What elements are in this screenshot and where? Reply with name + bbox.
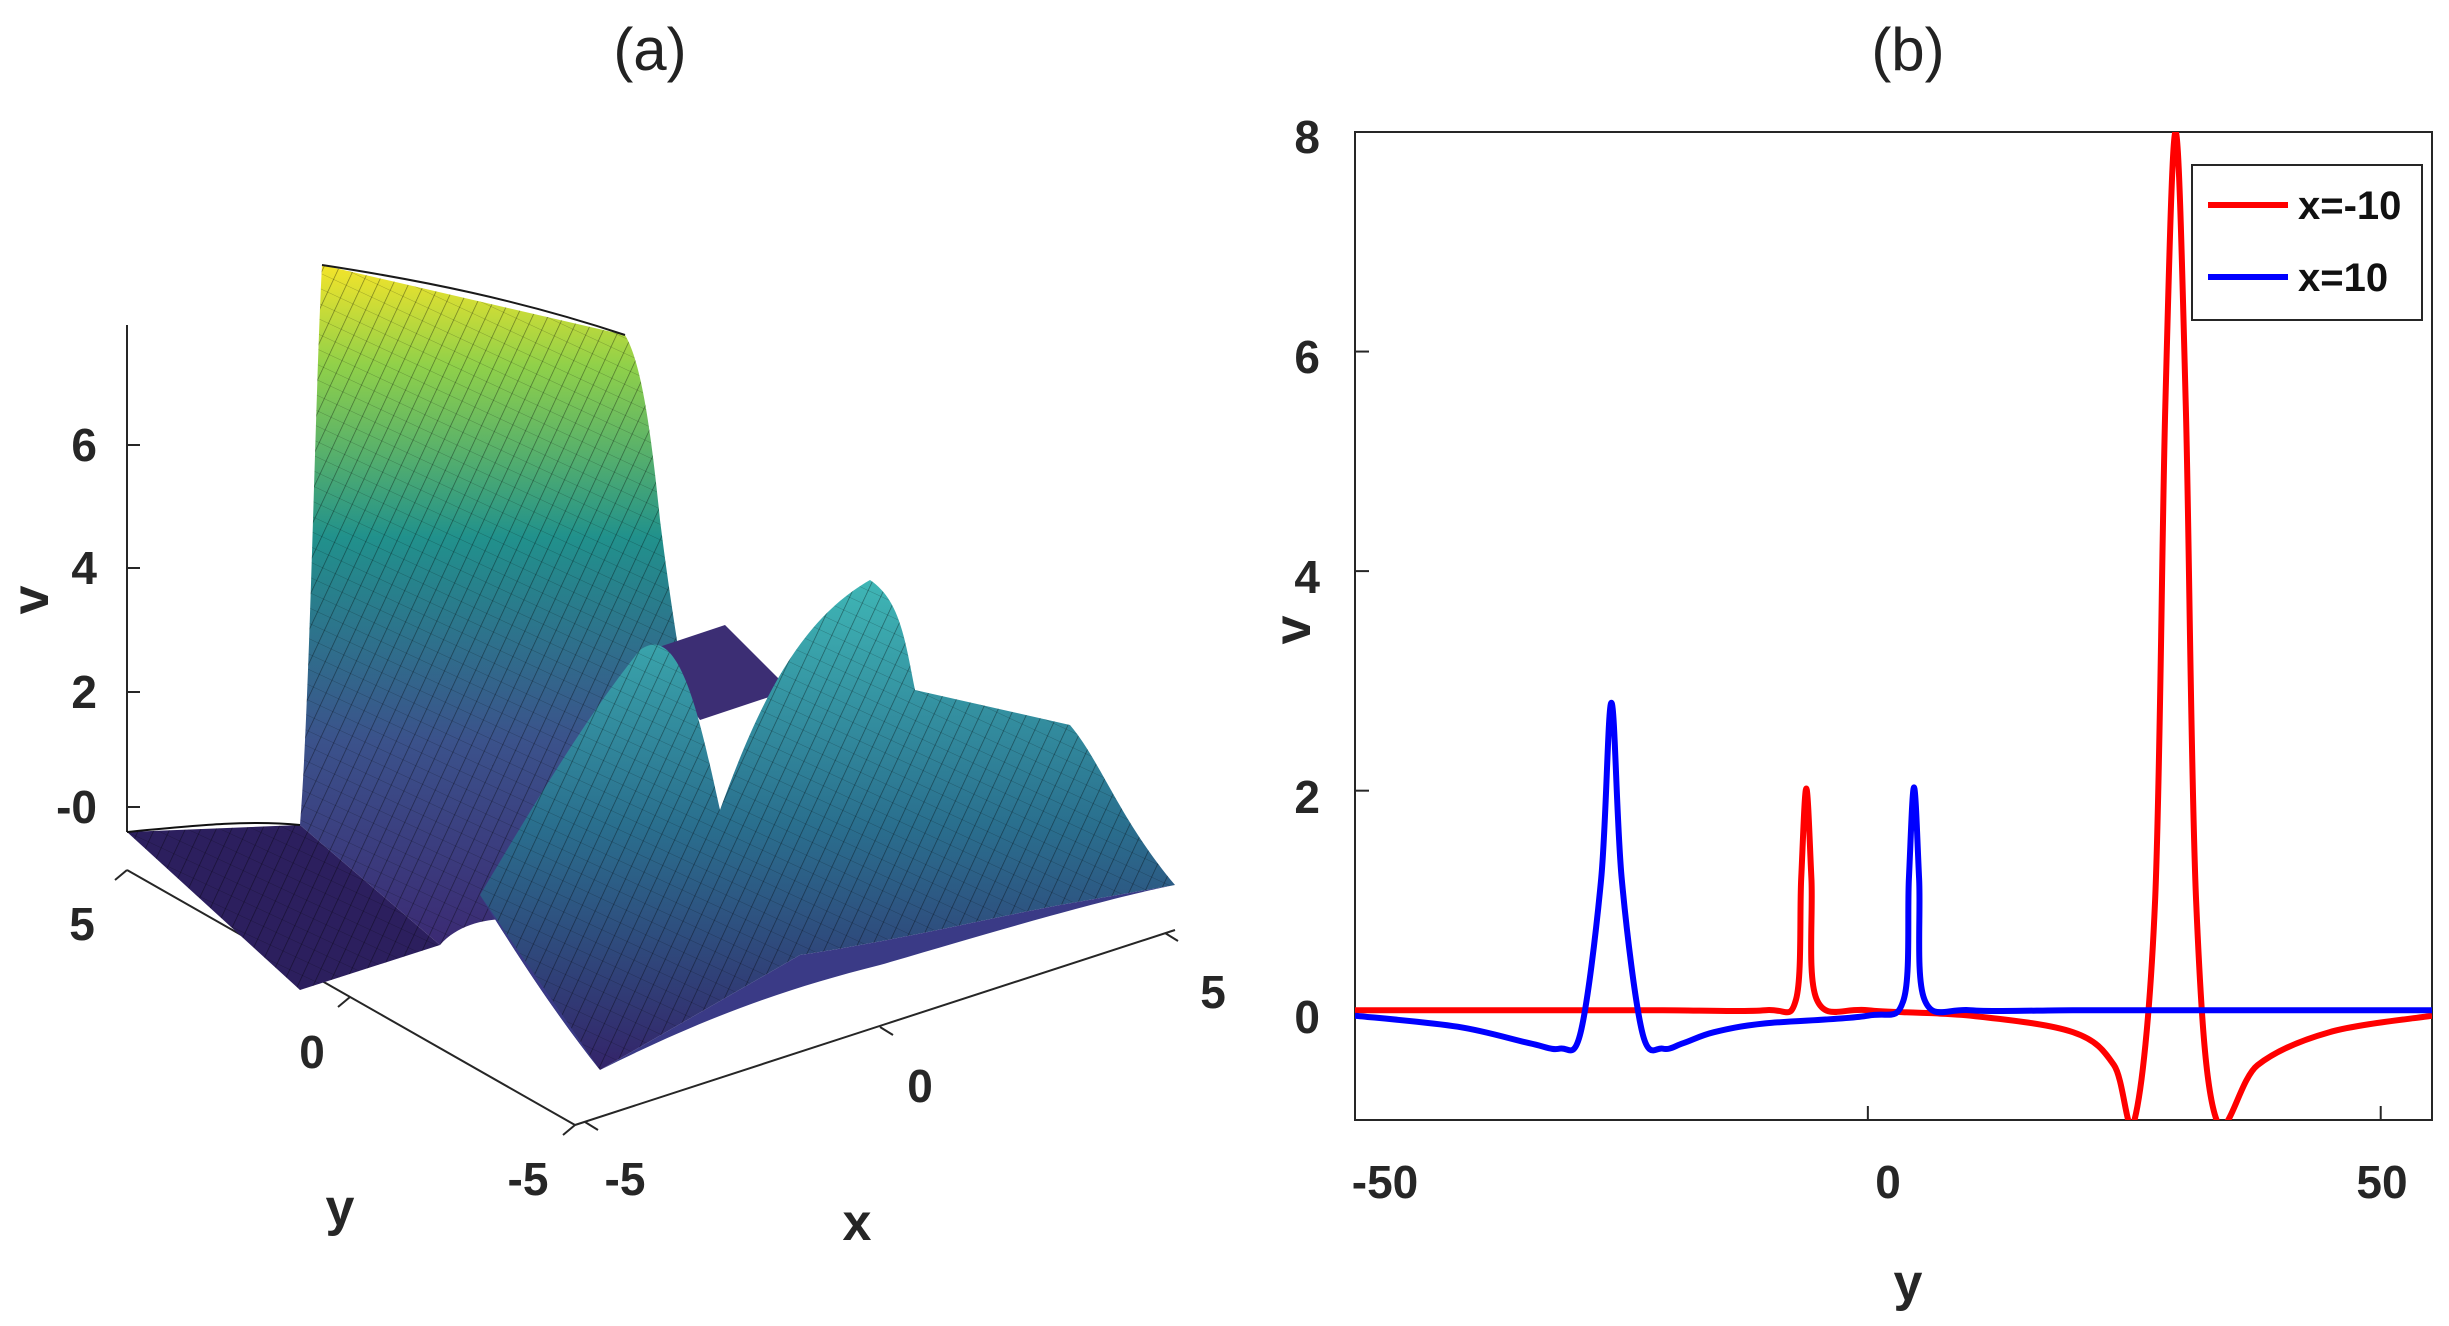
series-line-x-10 xyxy=(1355,699,2432,1054)
x-axis-label: x xyxy=(843,1194,872,1252)
b-x-tick-50: 50 xyxy=(2356,1156,2407,1208)
x-tick-5: 5 xyxy=(1200,966,1226,1018)
x-tick-neg5: -5 xyxy=(605,1153,646,1205)
y-tick-0: 0 xyxy=(299,1026,325,1078)
x-axis-line xyxy=(574,929,1176,1126)
surface-wall-crest xyxy=(321,264,626,336)
y-tick-neg5: -5 xyxy=(508,1153,549,1205)
legend-label-x-neg10: x=-10 xyxy=(2298,184,2401,228)
z-axis-label: v xyxy=(2,585,60,614)
panel-a-axes xyxy=(114,325,1179,1136)
b-y-axis-label: v xyxy=(1264,615,1322,644)
x-tick-0: 0 xyxy=(907,1060,933,1112)
z-tick-6: 6 xyxy=(71,419,97,471)
z-tick-2: 2 xyxy=(71,666,97,718)
z-tick-0: -0 xyxy=(56,781,97,833)
panel-a: (a) xyxy=(2,16,1226,1252)
surface-front-ridge-mesh xyxy=(480,580,1175,1070)
series-line-x-neg10 xyxy=(1355,132,2432,1120)
b-x-tick-neg50: -50 xyxy=(1352,1156,1418,1208)
surface-left-edge xyxy=(126,821,301,833)
b-x-tick-0: 0 xyxy=(1875,1156,1901,1208)
b-y-tick-6: 6 xyxy=(1294,331,1320,383)
panel-b: (b) -50 0 50 0 2 4 6 8 y v x=-10 x=10 xyxy=(1264,16,2433,1312)
panel-a-title: (a) xyxy=(613,16,686,83)
surface-plot xyxy=(126,264,1175,1070)
b-x-axis-label: y xyxy=(1894,1254,1923,1312)
y-tick-5: 5 xyxy=(69,898,95,950)
b-y-tick-0: 0 xyxy=(1294,991,1320,1043)
b-y-tick-4: 4 xyxy=(1294,551,1320,603)
z-tick-4: 4 xyxy=(71,542,97,594)
surface-front-valley xyxy=(480,885,1175,1070)
legend-label-x-10: x=10 xyxy=(2298,256,2388,300)
surface-floor-left-mesh xyxy=(127,825,440,990)
panel-b-title: (b) xyxy=(1871,16,1944,83)
y-axis-line xyxy=(126,869,576,1126)
b-y-tick-8: 8 xyxy=(1294,111,1320,163)
legend: x=-10 x=10 xyxy=(2191,164,2423,321)
b-y-tick-2: 2 xyxy=(1294,771,1320,823)
legend-box xyxy=(2191,164,2423,321)
y-axis-label: y xyxy=(326,1179,355,1237)
